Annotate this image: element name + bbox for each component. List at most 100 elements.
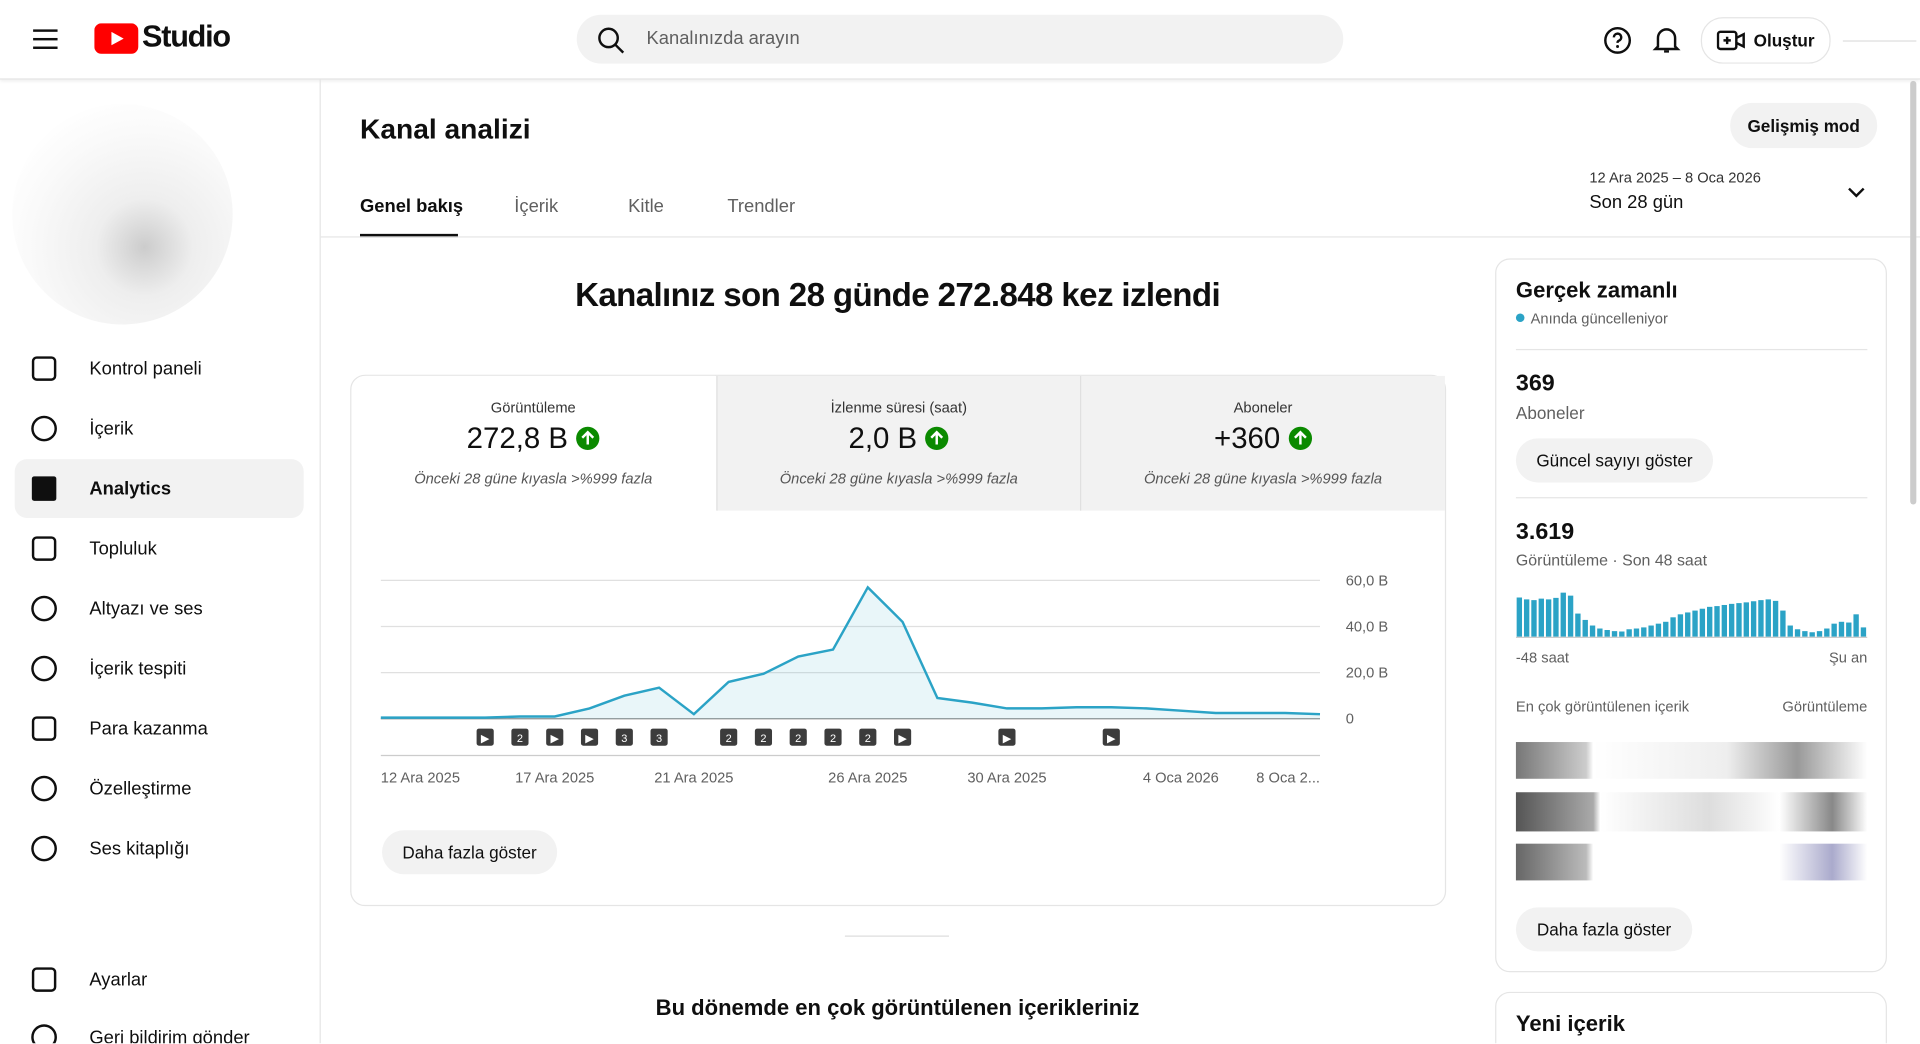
bar: [1655, 623, 1662, 637]
nav-item[interactable]: İçerik: [15, 399, 304, 458]
top-bar: Studio Kanalınızda arayın Oluştur: [0, 0, 1920, 80]
nav-label: Kontrol paneli: [89, 358, 202, 379]
nav-icon: [31, 716, 57, 741]
icon-shape: [31, 595, 57, 622]
nav-item[interactable]: Ses kitaplığı: [15, 819, 304, 878]
marker-label: ▶: [898, 733, 907, 745]
nav-icon: [31, 1024, 57, 1044]
nav-item[interactable]: Özelleştirme: [15, 759, 304, 818]
bar: [1677, 614, 1684, 637]
views-label: Görüntüleme · Son 48 saat: [1515, 551, 1708, 570]
top-content-row[interactable]: [1515, 792, 1868, 832]
period-dropdown[interactable]: [1847, 185, 1867, 200]
marker-label: 3: [656, 733, 662, 745]
new-content-title: Yeni içerik: [1515, 1011, 1625, 1036]
marker-label: 2: [865, 733, 871, 745]
x-tick-label: 26 Ara 2025: [828, 770, 907, 786]
content-marker: [580, 728, 599, 746]
x-tick-label: 12 Ara 2025: [381, 770, 460, 786]
realtime-more-button[interactable]: Daha fazla göster: [1515, 907, 1693, 952]
metric-tab[interactable]: İzlenme süresi (saat) 2,0 B Önceki 28 güne…: [715, 375, 1081, 511]
scrollbar[interactable]: [1910, 80, 1917, 505]
nav-item[interactable]: İçerik tespiti: [15, 639, 304, 698]
bar: [1523, 599, 1530, 637]
content-marker: [894, 728, 912, 746]
bar: [1516, 597, 1523, 637]
logo-text[interactable]: Studio: [142, 19, 231, 54]
icon-shape: [31, 536, 57, 561]
help-button[interactable]: [1603, 26, 1632, 55]
bar: [1780, 610, 1786, 637]
bar: [1692, 610, 1698, 637]
nav-icon: [31, 595, 57, 622]
marker-label: ▶: [585, 733, 594, 745]
bar: [1787, 625, 1793, 637]
arrow: [930, 430, 944, 445]
bar: [1860, 627, 1867, 637]
top-content-row[interactable]: [1515, 742, 1868, 779]
marker-label: ▶: [550, 733, 559, 745]
marker-label: ▶: [1107, 733, 1116, 745]
show-count-button[interactable]: Güncel sayıyı göster: [1515, 438, 1714, 483]
metric-value: +360: [1081, 422, 1445, 456]
nav-item[interactable]: Analytics: [14, 459, 304, 518]
nav-label: Ses kitaplığı: [89, 838, 190, 859]
bar: [1816, 631, 1823, 637]
arrow: [1293, 430, 1307, 445]
tab[interactable]: Genel bakış: [360, 195, 464, 217]
bar: [1597, 628, 1603, 637]
y-tick-label: 60,0 B: [1346, 573, 1389, 589]
overview-card: [350, 374, 1447, 907]
bar: [1685, 612, 1691, 637]
create-button[interactable]: Oluştur: [1700, 17, 1831, 64]
nav-icon: [31, 967, 57, 992]
bar: [1853, 614, 1859, 637]
divider: [1515, 497, 1868, 499]
bar: [1824, 628, 1830, 637]
nav-label: Topluluk: [89, 538, 157, 559]
tab[interactable]: İçerik: [514, 195, 559, 217]
search-box[interactable]: Kanalınızda arayın: [576, 14, 1344, 64]
bar: [1619, 631, 1625, 637]
content-marker: [650, 728, 668, 746]
up-arrow: [1288, 426, 1312, 451]
nav-item[interactable]: Ayarlar: [15, 950, 304, 1009]
nav-label: Özelleştirme: [89, 778, 192, 799]
y-tick-label: 40,0 B: [1346, 619, 1389, 635]
bar: [1772, 600, 1779, 637]
menu-button[interactable]: [33, 27, 60, 51]
create-icon: [1716, 30, 1746, 51]
metric-tab[interactable]: Aboneler +360 Önceki 28 güne kıyasla >%999…: [1080, 375, 1445, 511]
nav-item[interactable]: Altyazı ve ses: [15, 579, 304, 638]
content-marker: [720, 728, 738, 746]
tab[interactable]: Kitle: [628, 195, 664, 217]
icon-shape: [31, 1024, 57, 1044]
top-content-row[interactable]: [1515, 843, 1868, 881]
advanced-mode-button[interactable]: Gelişmiş mod: [1730, 102, 1878, 149]
nav-item[interactable]: Para kazanma: [15, 699, 304, 758]
area: [380, 587, 1321, 719]
bar: [1707, 606, 1713, 637]
nav-item[interactable]: Kontrol paneli: [15, 339, 304, 398]
period[interactable]: Son 28 gün: [1589, 192, 1684, 214]
nav-item[interactable]: Topluluk: [15, 519, 304, 578]
icon-shape: [31, 835, 57, 862]
metric-note: Önceki 28 güne kıyasla >%999 fazla: [779, 470, 1018, 488]
metric-tab[interactable]: Görüntüleme 272,8 B Önceki 28 güne kıyasla…: [351, 375, 716, 511]
new-content-card: [1495, 991, 1887, 1044]
realtime-bars: [1515, 592, 1868, 638]
nav-icon: [31, 655, 57, 682]
notifications-button[interactable]: [1652, 24, 1681, 56]
metric-label: Aboneler: [1233, 399, 1293, 417]
bar: [1670, 617, 1676, 637]
bar: [1838, 621, 1845, 637]
nav-item[interactable]: Geri bildirim gönder: [15, 1008, 304, 1044]
more-button[interactable]: Daha fazla göster: [382, 830, 558, 875]
tab[interactable]: Trendler: [727, 195, 796, 217]
metric-value-text: 2,0 B: [848, 422, 918, 456]
marker-label: 2: [517, 733, 523, 745]
section-divider: [844, 935, 949, 937]
bar: [1633, 628, 1640, 637]
bar: [1648, 625, 1654, 637]
